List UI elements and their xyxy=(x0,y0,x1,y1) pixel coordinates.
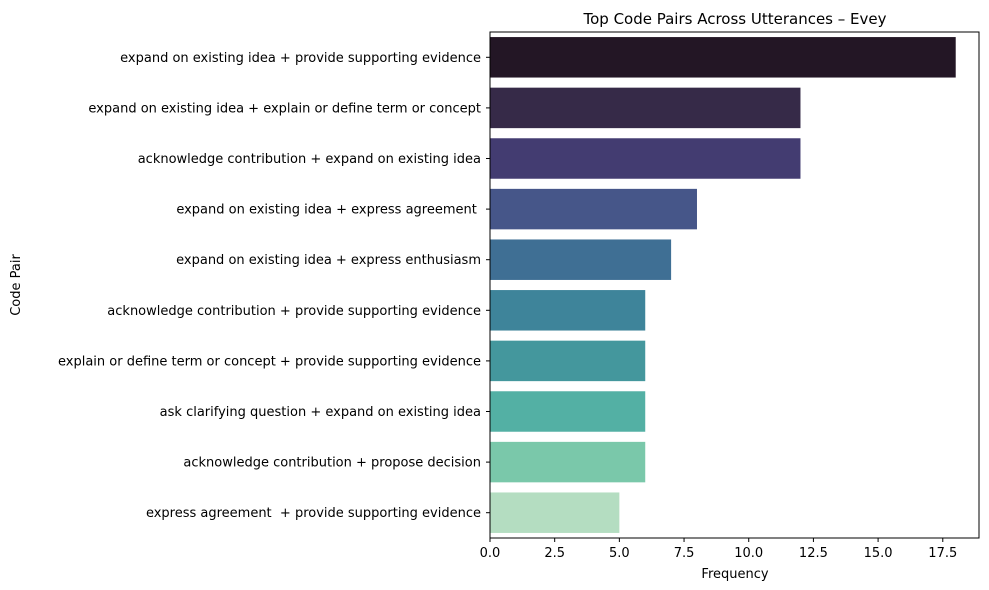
bars-group xyxy=(490,37,956,533)
x-axis-ticks: 0.0 2.5 5.0 7.5 10.0 12.5 15.0 17.5 xyxy=(480,538,957,561)
y-axis-label: Code Pair xyxy=(9,254,24,316)
bar xyxy=(490,138,801,179)
bar xyxy=(490,87,801,129)
bar xyxy=(490,188,697,230)
chart-title: Top Code Pairs Across Utterances – Evey xyxy=(582,10,886,28)
x-tick-label: 5.0 xyxy=(609,546,630,561)
category-labels: expand on existing idea + provide suppor… xyxy=(58,51,490,521)
x-tick-label: 0.0 xyxy=(480,546,501,561)
bar xyxy=(490,340,646,382)
x-axis-label: Frequency xyxy=(701,567,768,582)
category-label: acknowledge contribution + propose decis… xyxy=(183,456,481,471)
bar xyxy=(490,37,956,78)
x-tick-label: 7.5 xyxy=(674,546,695,561)
bar xyxy=(490,441,646,483)
x-tick-label: 10.0 xyxy=(734,546,763,561)
category-label: express agreement + provide supporting e… xyxy=(146,506,481,521)
category-label: expand on existing idea + provide suppor… xyxy=(120,51,481,66)
category-label: expand on existing idea + express enthus… xyxy=(176,253,481,268)
plot-frame xyxy=(489,31,980,539)
category-label: ask clarifying question + expand on exis… xyxy=(160,405,481,420)
x-tick-label: 15.0 xyxy=(864,546,893,561)
x-tick-label: 2.5 xyxy=(544,546,565,561)
category-label: explain or define term or concept + prov… xyxy=(58,354,481,369)
x-tick-label: 17.5 xyxy=(928,546,957,561)
x-tick-label: 12.5 xyxy=(799,546,828,561)
bar xyxy=(490,239,672,280)
category-label: expand on existing idea + express agreem… xyxy=(176,203,481,218)
bar xyxy=(490,492,620,533)
category-label: acknowledge contribution + provide suppo… xyxy=(107,304,481,319)
category-label: acknowledge contribution + expand on exi… xyxy=(138,152,481,167)
bar xyxy=(490,391,646,432)
category-label: expand on existing idea + explain or def… xyxy=(88,101,481,116)
bar xyxy=(490,290,646,331)
